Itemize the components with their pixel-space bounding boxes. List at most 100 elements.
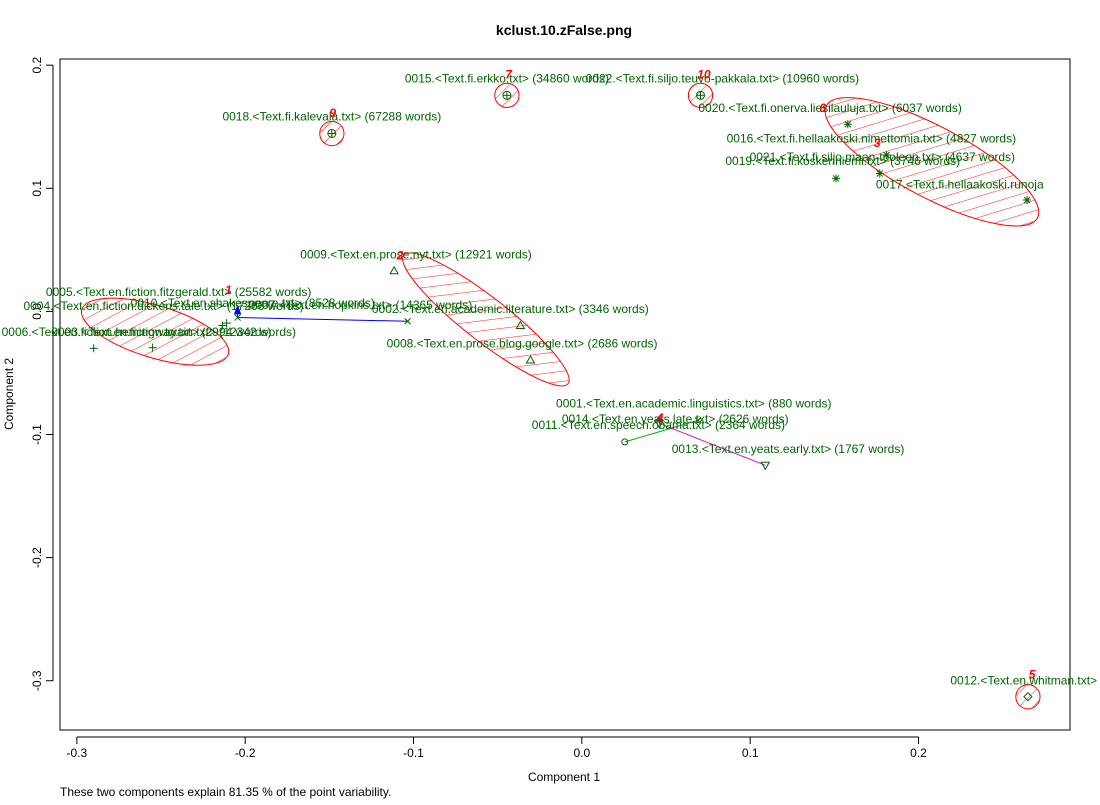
data-point	[218, 321, 227, 330]
y-tick-label: 0.2	[30, 56, 44, 73]
point-label: 0006.<Text.en.fiction.hemingway.txt> (29…	[2, 325, 272, 339]
point-label: 0012.<Text.en.whitman.txt>	[950, 673, 1097, 687]
point-glyph	[1023, 692, 1033, 702]
y-axis: -0.3 -0.2 -0.1 0.0 0.1 0.2	[30, 56, 54, 691]
cluster-number-label: 9	[329, 106, 336, 120]
point-label: 0015.<Text.fi.erkko.txt> (34860 words)	[405, 71, 609, 85]
cluster-labels: 1 2 5 6 7 9 10 3 4	[225, 68, 1036, 682]
point-label: 0014.<Text.en.yeats.late.txt> (2626 word…	[562, 412, 789, 426]
point-glyph	[844, 120, 852, 128]
cluster-ellipse	[1015, 684, 1041, 710]
cluster-ellipses	[80, 82, 1041, 710]
point-label: 0009.<Text.en.prose.nyt.txt> (12921 word…	[300, 247, 531, 261]
point-label: 0005.<Text.en.fiction.fitzgerald.txt> (2…	[46, 285, 311, 299]
x-axis: -0.3 -0.2 -0.1 0.0 0.1 0.2	[66, 736, 927, 760]
link-arrowhead	[655, 415, 664, 422]
x-tick-label: 0.2	[910, 746, 927, 760]
data-points	[89, 90, 1033, 702]
point-label: 0011.<Text.en.speech.obama.txt> (2364 wo…	[532, 418, 785, 432]
data-point	[696, 90, 706, 100]
point-label: 0021.<Text.fi.siljo.maan-tuoleen.txt> (4…	[750, 150, 1015, 164]
cluster-ellipse	[80, 297, 230, 366]
data-point	[89, 344, 98, 353]
link-arrowhead	[233, 304, 242, 315]
data-point	[875, 169, 884, 178]
y-tick-label: -0.2	[30, 547, 44, 568]
data-point	[148, 343, 157, 352]
data-point	[525, 355, 536, 364]
cluster-number-label: 2	[396, 249, 404, 263]
point-label: 0008.<Text.en.prose.blog.google.txt> (26…	[387, 337, 658, 351]
link-segment	[624, 419, 699, 443]
point-glyph	[832, 175, 840, 182]
data-point	[222, 319, 231, 328]
link-segment	[659, 422, 766, 466]
cluster-number-label: 1	[225, 283, 232, 297]
point-glyph	[515, 320, 526, 330]
point-glyph	[1023, 196, 1031, 204]
cluster-number-label: 3	[874, 136, 881, 150]
point-glyph	[694, 417, 702, 424]
point-label: 0016.<Text.fi.hellaakoski.nimettomia.txt…	[727, 132, 1016, 146]
x-tick-label: -0.3	[66, 746, 87, 760]
point-label: 0007.<Text.en.hopkins.txt> (14365 words)	[249, 298, 472, 312]
point-glyph	[760, 461, 771, 471]
data-point	[1023, 692, 1033, 702]
data-point	[694, 417, 702, 424]
point-label: 0019.<Text.fi.koskenniemi.txt> (3746 wor…	[725, 154, 960, 168]
data-point	[404, 317, 411, 325]
x-tick-label: -0.1	[403, 746, 424, 760]
cluster-number-label: 10	[697, 68, 711, 82]
data-point	[843, 120, 852, 129]
point-label: 0013.<Text.en.yeats.early.txt> (1767 wor…	[672, 442, 905, 456]
plot-frame	[59, 58, 1071, 731]
point-glyph	[621, 438, 629, 446]
link-segment	[237, 317, 408, 322]
point-glyph	[525, 355, 536, 364]
cluster-number-label: 4	[656, 411, 664, 425]
point-label: 0020.<Text.fi.onerva.liesilauluja.txt> (…	[698, 101, 961, 115]
point-glyph	[883, 151, 890, 159]
cluster-number-label: 6	[819, 101, 826, 115]
point-label: 0001.<Text.en.academic.linguistics.txt> …	[556, 396, 831, 410]
point-label: 0003.<Text.en.fiction.twain.txt> (12342 …	[51, 325, 296, 339]
point-labels: 0015.<Text.fi.erkko.txt> (34860 words)00…	[2, 71, 1097, 687]
cluster-number-label: 5	[1029, 667, 1036, 681]
chart-title: kclust.10.zFalse.png	[496, 22, 632, 38]
y-tick-label: -0.1	[30, 424, 44, 445]
x-tick-label: -0.2	[235, 746, 256, 760]
point-glyph	[389, 265, 400, 275]
x-axis-label: Component 1	[528, 770, 600, 784]
data-point	[621, 438, 629, 446]
point-glyph	[876, 170, 884, 177]
y-tick-label: 0.0	[30, 303, 44, 320]
cluster-number-label: 7	[505, 68, 513, 82]
point-label: 0010.<Text.en.shakespeare.txt> (8528 wor…	[131, 296, 375, 310]
y-axis-label: Component 2	[2, 358, 16, 430]
y-tick-label: 0.1	[30, 180, 44, 197]
point-glyph	[234, 314, 241, 321]
data-point	[389, 265, 400, 275]
data-point	[515, 320, 526, 330]
x-tick-label: 0.1	[742, 746, 759, 760]
point-label: 0017.<Text.fi.hellaakoski.runoja	[876, 177, 1044, 191]
point-label: 0002.<Text.en.academic.literature.txt> (…	[372, 302, 649, 316]
x-tick-label: 0.0	[573, 746, 590, 760]
point-label: 0018.<Text.fi.kalevala.txt> (67288 words…	[222, 110, 441, 124]
data-point	[327, 128, 337, 138]
cluster-ellipse	[824, 97, 1040, 227]
variability-caption: These two components explain 81.35 % of …	[60, 785, 391, 799]
data-point	[234, 314, 241, 321]
data-point	[1023, 195, 1032, 204]
point-glyph	[404, 317, 411, 325]
data-point	[654, 419, 665, 429]
data-point	[882, 151, 891, 160]
point-label: 0004.<Text.en.fiction.dickens.tale.txt> …	[23, 299, 303, 313]
link-segments	[233, 304, 766, 466]
data-point	[502, 90, 512, 100]
point-glyph	[654, 419, 665, 429]
point-label: 0022.<Text.fi.siljo.teuvo-pakkala.txt> (…	[586, 71, 859, 85]
cluster-ellipse	[402, 252, 570, 387]
